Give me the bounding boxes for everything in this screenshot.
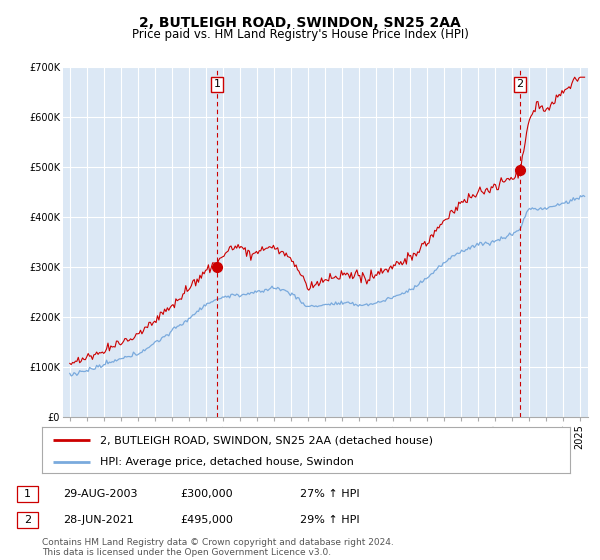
Text: 1: 1 bbox=[24, 489, 31, 499]
Text: 2: 2 bbox=[24, 515, 31, 525]
Text: 2, BUTLEIGH ROAD, SWINDON, SN25 2AA: 2, BUTLEIGH ROAD, SWINDON, SN25 2AA bbox=[139, 16, 461, 30]
Text: 2: 2 bbox=[517, 80, 523, 90]
Text: Price paid vs. HM Land Registry's House Price Index (HPI): Price paid vs. HM Land Registry's House … bbox=[131, 28, 469, 41]
Text: 1: 1 bbox=[214, 80, 220, 90]
Text: Contains HM Land Registry data © Crown copyright and database right 2024.
This d: Contains HM Land Registry data © Crown c… bbox=[42, 538, 394, 557]
Text: 27% ↑ HPI: 27% ↑ HPI bbox=[300, 489, 359, 499]
Text: HPI: Average price, detached house, Swindon: HPI: Average price, detached house, Swin… bbox=[100, 457, 354, 466]
Text: 2, BUTLEIGH ROAD, SWINDON, SN25 2AA (detached house): 2, BUTLEIGH ROAD, SWINDON, SN25 2AA (det… bbox=[100, 435, 433, 445]
Text: 29-AUG-2003: 29-AUG-2003 bbox=[63, 489, 137, 499]
Text: 28-JUN-2021: 28-JUN-2021 bbox=[63, 515, 134, 525]
Text: £495,000: £495,000 bbox=[180, 515, 233, 525]
Text: £300,000: £300,000 bbox=[180, 489, 233, 499]
Text: 29% ↑ HPI: 29% ↑ HPI bbox=[300, 515, 359, 525]
